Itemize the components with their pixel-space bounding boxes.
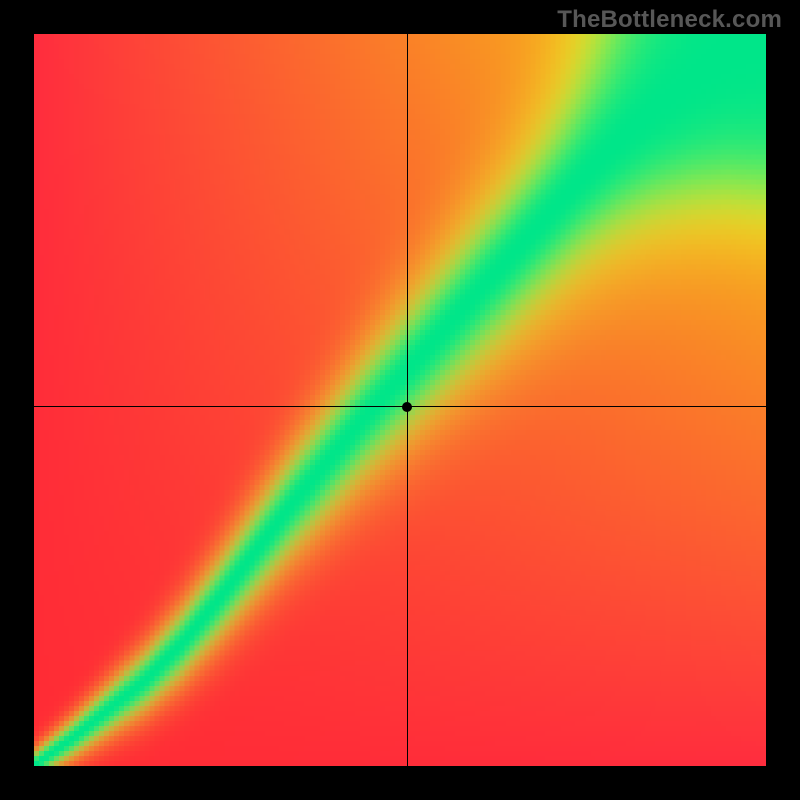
heatmap-canvas [34, 34, 766, 766]
crosshair-vertical [407, 34, 408, 766]
watermark-text: TheBottleneck.com [557, 6, 782, 34]
marker-dot [402, 402, 412, 412]
crosshair-horizontal [34, 406, 766, 407]
chart-container: TheBottleneck.com [0, 0, 800, 800]
